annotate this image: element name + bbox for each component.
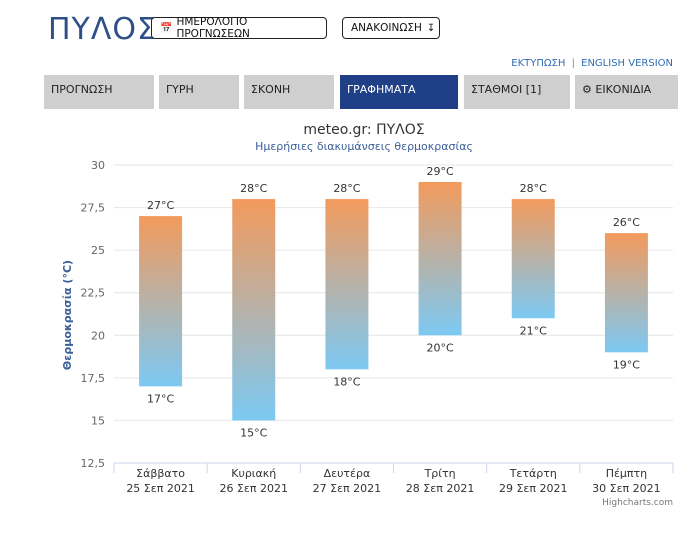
x-tick-label-day: Κυριακή [231,467,276,480]
tab-stations[interactable]: ΣΤΑΘΜΟΙ [1] [464,75,570,109]
y-tick-label: 12,5 [81,457,106,470]
high-temp-label: 27°C [147,199,174,212]
x-tick-label-date: 25 Σεπ 2021 [126,482,195,495]
x-tick-label-day: Τρίτη [424,467,456,480]
y-tick-label: 30 [91,159,105,172]
low-temp-label: 21°C [520,324,547,337]
x-tick-label-day: Πέμπτη [606,467,647,480]
calendar-icon: 📅 [160,22,173,34]
temperature-range-bar [139,216,183,387]
print-link[interactable]: ΕΚΤΥΠΩΣΗ [511,58,566,69]
temperature-range-bar [604,233,648,353]
x-tick-label-date: 27 Σεπ 2021 [313,482,382,495]
tab-label: ΓΥΡΗ [166,83,194,96]
top-links: ΕΚΤΥΠΩΣΗ | ENGLISH VERSION [511,58,673,69]
tab-icons[interactable]: ⚙ ΕΙΚΟΝΙΔΙΑ [575,75,678,109]
low-temp-label: 15°C [240,426,267,439]
low-temp-label: 18°C [333,375,360,388]
high-temp-label: 28°C [333,182,360,195]
gear-icon: ⚙ [582,83,592,96]
chart-subtitle: Ημερήσιες διακυμάνσεις θερμοκρασίας [255,140,473,153]
x-tick-label-date: 29 Σεπ 2021 [499,482,568,495]
y-axis-title: Θερμοκρασία (°C) [61,260,74,370]
calendar-button-label: ΗΜΕΡΟΛΟΓΙΟ ΠΡΟΓΝΩΣΕΩΝ [176,16,250,40]
announcement-button-label: ΑΝΑΚΟΙΝΩΣΗ [351,22,422,34]
x-tick-label-day: Δευτέρα [324,467,371,480]
x-tick-label-date: 30 Σεπ 2021 [592,482,661,495]
high-temp-label: 28°C [240,182,267,195]
x-tick-label-day: Σάββατο [136,467,185,480]
link-separator: | [571,58,575,69]
tab-label: ΓΡΑΦΗΜΑΤΑ [347,83,416,96]
tab-label: ΠΡΟΓΝΩΣΗ [51,83,113,96]
temperature-range-bar [511,199,555,319]
y-tick-label: 25 [91,244,105,257]
high-temp-label: 29°C [426,165,453,178]
x-tick-label-date: 26 Σεπ 2021 [219,482,288,495]
x-tick-label-date: 28 Σεπ 2021 [406,482,475,495]
announcement-button[interactable]: ΑΝΑΚΟΙΝΩΣΗ ↧ [342,17,440,39]
low-temp-label: 17°C [147,392,174,405]
temperature-range-bar [418,182,462,336]
chart-title: meteo.gr: ΠΥΛΟΣ [303,122,424,138]
tab-charts[interactable]: ΓΡΑΦΗΜΑΤΑ [340,75,458,109]
y-tick-label: 17,5 [81,372,106,385]
page-title: ΠΥΛΟΣ [48,12,157,47]
tab-label: ΕΙΚΟΝΙΔΙΑ [595,83,652,96]
x-tick-label-day: Τετάρτη [509,467,557,480]
high-temp-label: 28°C [520,182,547,195]
low-temp-label: 20°C [426,341,453,354]
tab-label: ΣΚΟΝΗ [251,83,291,96]
high-temp-label: 26°C [613,216,640,229]
tab-forecast[interactable]: ΠΡΟΓΝΩΣΗ [44,75,154,109]
english-version-link[interactable]: ENGLISH VERSION [581,58,673,69]
calendar-button[interactable]: 📅 ΗΜΕΡΟΛΟΓΙΟ ΠΡΟΓΝΩΣΕΩΝ [151,16,327,40]
low-temp-label: 19°C [613,358,640,371]
y-tick-label: 22,5 [81,287,106,300]
highcharts-credit[interactable]: Highcharts.com [602,498,673,508]
y-tick-label: 15 [91,414,105,427]
tab-dust[interactable]: ΣΚΟΝΗ [244,75,334,109]
y-tick-label: 20 [91,329,105,342]
arrow-down-icon: ↧ [426,22,436,34]
y-tick-label: 27,5 [81,202,106,215]
tab-label: ΣΤΑΘΜΟΙ [1] [471,83,542,96]
temperature-range-bar [232,199,276,421]
temperature-range-bar [325,199,369,370]
tab-pollen[interactable]: ΓΥΡΗ [159,75,239,109]
